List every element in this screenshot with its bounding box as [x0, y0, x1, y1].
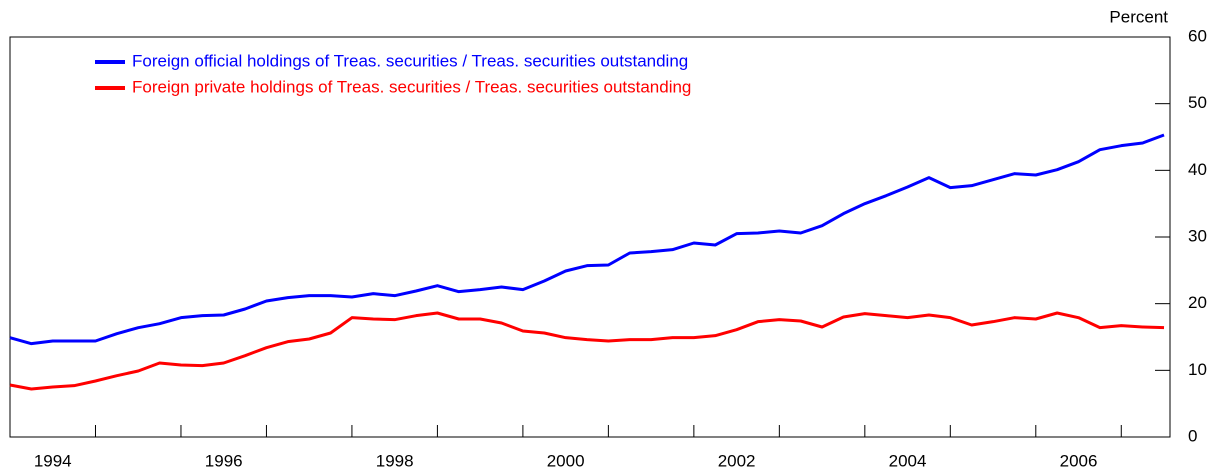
y-tick-label: 40: [1188, 160, 1207, 179]
y-tick-label: 50: [1188, 93, 1207, 112]
y-tick-label: 30: [1188, 226, 1207, 245]
y-tick-label: 60: [1188, 26, 1207, 45]
legend-label: Foreign official holdings of Treas. secu…: [132, 51, 688, 70]
y-axis-label: Percent: [1109, 7, 1168, 26]
y-tick-label: 20: [1188, 293, 1207, 312]
x-tick-label: 2006: [1060, 451, 1098, 470]
y-tick-label: 10: [1188, 360, 1207, 379]
x-tick-label: 2004: [889, 451, 927, 470]
legend-label: Foreign private holdings of Treas. secur…: [132, 77, 691, 96]
series-line: [9, 311, 1165, 391]
y-tick-label: 0: [1188, 426, 1197, 445]
x-tick-label: 1998: [376, 451, 414, 470]
series-line: [9, 133, 1165, 346]
x-tick-label: 1994: [34, 451, 72, 470]
plot-frame: [9, 36, 1171, 438]
x-tick-label: 2002: [718, 451, 756, 470]
x-tick-label: 1996: [205, 451, 243, 470]
x-tick-label: 2000: [547, 451, 585, 470]
